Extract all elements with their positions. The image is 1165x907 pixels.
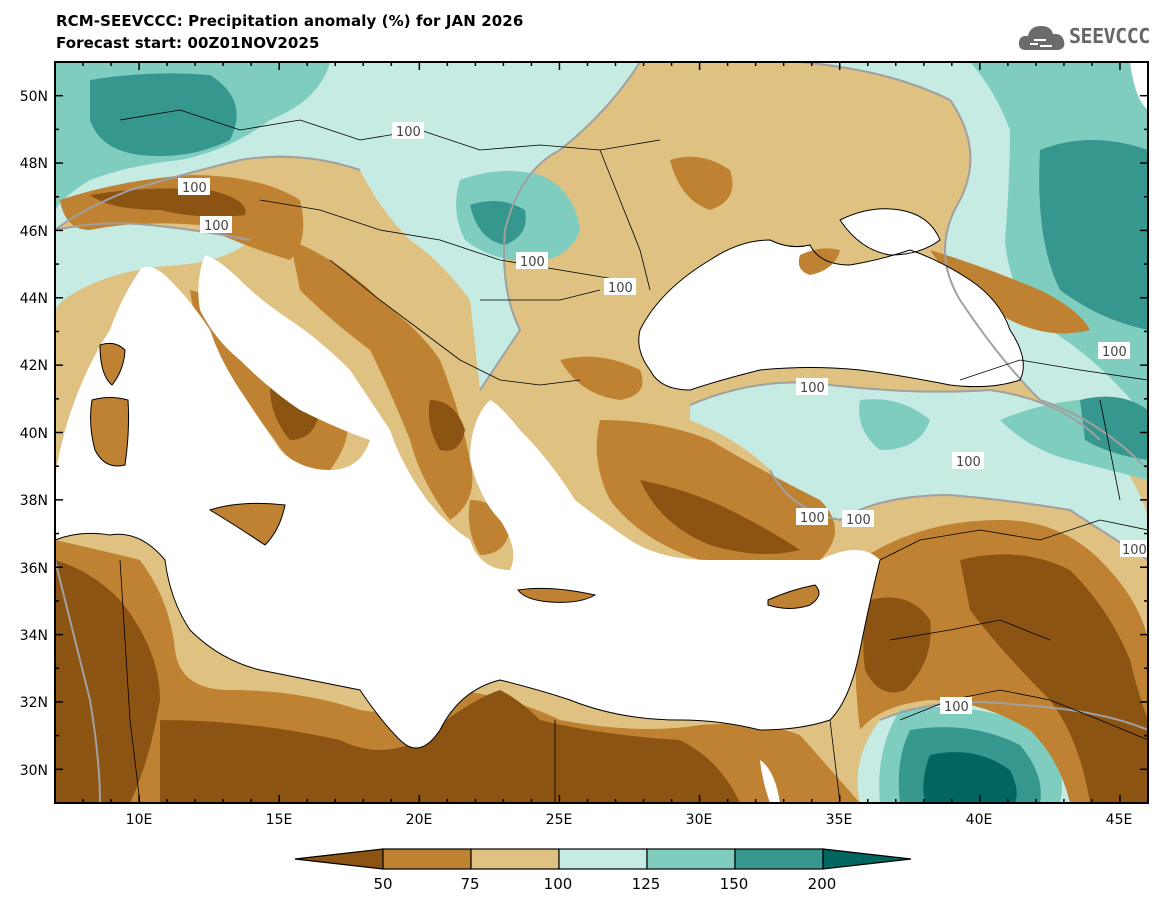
colorbar-swatch xyxy=(734,848,824,870)
lat-tick-label: 44N xyxy=(20,291,48,307)
dry-region-ukraine xyxy=(670,156,733,210)
colorbar-label: 150 xyxy=(720,875,749,893)
colorbar-swatch xyxy=(822,848,912,870)
mediterranean-sea xyxy=(55,255,880,748)
lat-tick-label: 46N xyxy=(20,224,48,240)
dry-region-caucasus xyxy=(930,250,1090,334)
very-dry-region-5 xyxy=(960,554,1148,803)
contour-label: 100 xyxy=(396,125,421,140)
colorbar-label: 50 xyxy=(373,875,392,893)
contour-label: 100 xyxy=(944,700,969,715)
contour-label: 100 xyxy=(1122,543,1147,558)
contour-label: 100 xyxy=(800,381,825,396)
colorbar-swatch xyxy=(558,848,648,870)
contour-label: 100 xyxy=(520,255,545,270)
colorbar-labels: 50 75 100 125 150 200 xyxy=(373,875,836,893)
lon-tick-label: 35E xyxy=(826,812,853,828)
lat-tick-label: 36N xyxy=(20,561,48,577)
lat-tick-label: 40N xyxy=(20,426,48,442)
crimea-land xyxy=(798,248,840,275)
dry-region-black-sea-west xyxy=(560,356,643,400)
colorbar-label: 200 xyxy=(808,875,837,893)
cyprus xyxy=(768,585,819,609)
wet-region-west-alps xyxy=(55,223,250,310)
longitude-tick-labels: 10E 15E 20E 25E 30E 35E 40E 45E xyxy=(126,812,1133,828)
logo-text: SEEVCCC xyxy=(1069,24,1150,48)
colorbar xyxy=(294,848,912,870)
black-sea xyxy=(638,240,1024,390)
contour-label: 100 xyxy=(608,281,633,296)
extreme-wet-region xyxy=(923,752,1017,803)
very-dry-region-1 xyxy=(90,188,246,217)
contour-label: 100 xyxy=(1102,345,1127,360)
contour-label: 100 xyxy=(956,455,981,470)
chart-subtitle: Forecast start: 00Z01NOV2025 xyxy=(56,34,320,52)
contour-label: 100 xyxy=(846,513,871,528)
colorbar-swatch xyxy=(470,848,560,870)
colorbar-label: 75 xyxy=(460,875,479,893)
very-dry-region-2 xyxy=(640,480,800,554)
axis-ticks xyxy=(54,61,1149,804)
wettest-region-1 xyxy=(90,73,237,156)
chart-title: RCM-SEEVCCC: Precipitation anomaly (%) f… xyxy=(56,12,524,30)
wettest-region-4 xyxy=(470,201,526,245)
contour-labels: 100 100 100 100 100 100 100 100 100 100 … xyxy=(178,122,1148,715)
anomaly-field xyxy=(55,62,1148,803)
azov-sea xyxy=(840,208,940,255)
crete xyxy=(518,588,595,603)
seevccc-logo: SEEVCCC xyxy=(1016,20,1156,56)
very-dry-region-6 xyxy=(863,597,931,693)
lat-tick-label: 32N xyxy=(20,695,48,711)
coastlines xyxy=(55,208,1024,749)
lon-tick-label: 20E xyxy=(406,812,433,828)
contour-lines xyxy=(55,62,1148,803)
dry-region-anatolia xyxy=(596,420,835,565)
colorbar-label: 125 xyxy=(632,875,661,893)
contour-label: 100 xyxy=(800,511,825,526)
lat-tick-label: 48N xyxy=(20,156,48,172)
contour-label: 100 xyxy=(182,181,207,196)
lat-tick-label: 30N xyxy=(20,763,48,779)
wettest-region-2 xyxy=(1039,140,1148,330)
latitude-tick-labels: 50N 48N 46N 44N 42N 40N 38N 36N 34N 32N … xyxy=(20,89,48,779)
lon-tick-label: 15E xyxy=(266,812,293,828)
lat-tick-label: 42N xyxy=(20,358,48,374)
colorbar-swatch xyxy=(646,848,736,870)
cloud-icon xyxy=(1018,26,1065,50)
very-dry-region-8 xyxy=(428,400,465,451)
sardinia xyxy=(90,397,129,466)
lon-tick-label: 30E xyxy=(686,812,713,828)
colorbar-swatch xyxy=(294,848,384,870)
caspian-sea xyxy=(1130,62,1148,110)
colorbar-label: 100 xyxy=(544,875,573,893)
lon-tick-label: 45E xyxy=(1106,812,1133,828)
colorbar-swatch xyxy=(382,848,472,870)
corsica xyxy=(100,343,125,385)
very-dry-region-3 xyxy=(55,560,160,803)
lon-tick-label: 25E xyxy=(546,812,573,828)
red-sea-gulf xyxy=(760,760,780,803)
lat-tick-label: 38N xyxy=(20,493,48,509)
lon-tick-label: 10E xyxy=(126,812,153,828)
wettest-region-5 xyxy=(1080,396,1148,460)
dry-region-balkans xyxy=(290,240,473,520)
lat-tick-label: 50N xyxy=(20,89,48,105)
sicily xyxy=(210,503,285,545)
very-dry-region-4 xyxy=(160,690,740,803)
borders xyxy=(119,109,1148,803)
lat-tick-label: 34N xyxy=(20,628,48,644)
contour-label: 100 xyxy=(204,219,229,234)
wetter-region-6 xyxy=(859,399,930,450)
lon-tick-label: 40E xyxy=(966,812,993,828)
